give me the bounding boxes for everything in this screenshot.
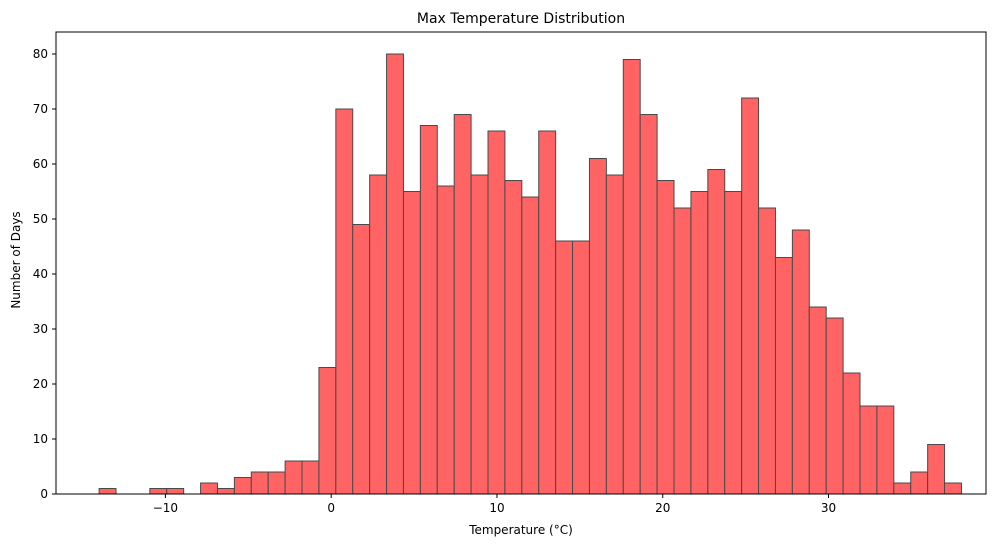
histogram-bar <box>690 191 709 495</box>
x-tick-label: 10 <box>489 501 504 515</box>
x-tick-label: −10 <box>153 501 178 515</box>
histogram-bar <box>673 207 692 495</box>
histogram-bar <box>284 460 303 495</box>
histogram-bar <box>741 97 760 495</box>
histogram-bar <box>774 257 793 495</box>
histogram-bar <box>808 306 827 495</box>
histogram-bar <box>825 317 844 495</box>
x-axis-title: Temperature (°C) <box>468 523 573 537</box>
histogram-bar <box>724 191 743 495</box>
histogram-bar <box>538 130 557 495</box>
histogram-bar <box>622 59 641 495</box>
y-tick-label: 80 <box>33 47 48 61</box>
y-tick-label: 60 <box>33 157 48 171</box>
histogram-bar <box>369 174 388 495</box>
histogram-bar <box>318 367 337 495</box>
histogram-bar <box>572 240 590 495</box>
bars-group <box>98 53 962 495</box>
histogram-bar <box>876 405 895 495</box>
y-tick-label: 0 <box>40 487 48 501</box>
y-tick-label: 10 <box>33 432 48 446</box>
histogram-bar <box>98 488 117 495</box>
y-tick-label: 30 <box>33 322 48 336</box>
y-axis-title: Number of Days <box>9 211 23 308</box>
histogram-bar <box>639 114 658 495</box>
histogram-bar <box>149 488 168 495</box>
histogram-bar <box>216 488 235 495</box>
histogram-bar <box>419 125 438 495</box>
histogram-bar <box>944 482 962 495</box>
y-axis-ticks: 0 10 20 30 40 50 60 70 80 <box>33 47 56 501</box>
y-tick-label: 50 <box>33 212 48 226</box>
histogram-bar <box>487 130 506 495</box>
histogram-bar <box>656 180 675 495</box>
histogram-bar <box>605 174 624 495</box>
histogram-bar <box>301 460 320 495</box>
x-tick-label: 20 <box>655 501 670 515</box>
histogram-bar <box>588 158 607 495</box>
y-tick-label: 20 <box>33 377 48 391</box>
histogram-bar <box>470 174 489 495</box>
histogram-bar <box>707 169 726 495</box>
histogram-bar <box>386 53 404 495</box>
histogram-bar <box>555 240 574 495</box>
histogram-bar <box>910 471 929 495</box>
histogram-bar <box>842 372 861 495</box>
histogram-bar <box>927 444 946 495</box>
histogram-bar <box>521 196 540 495</box>
histogram-bar <box>267 471 286 495</box>
histogram-bar <box>166 488 185 495</box>
histogram-bar <box>859 405 878 495</box>
y-tick-label: 70 <box>33 102 48 116</box>
histogram-bar <box>250 471 269 495</box>
histogram-bar <box>893 482 912 495</box>
histogram-bar <box>791 229 810 495</box>
histogram-bar <box>335 108 354 495</box>
histogram-bar <box>352 224 371 495</box>
histogram-bar <box>402 191 421 495</box>
plot-frame <box>55 31 987 495</box>
histogram-bar <box>504 180 523 495</box>
histogram-bar <box>200 482 218 495</box>
x-tick-label: 30 <box>821 501 836 515</box>
histogram-bar <box>453 114 472 495</box>
x-axis-ticks: −10 0 10 20 30 <box>153 494 836 515</box>
histogram-bar <box>233 477 252 495</box>
y-tick-label: 40 <box>33 267 48 281</box>
histogram-bar <box>758 207 776 495</box>
x-tick-label: 0 <box>327 501 335 515</box>
chart-title: Max Temperature Distribution <box>417 11 625 27</box>
histogram-bar <box>436 185 455 495</box>
